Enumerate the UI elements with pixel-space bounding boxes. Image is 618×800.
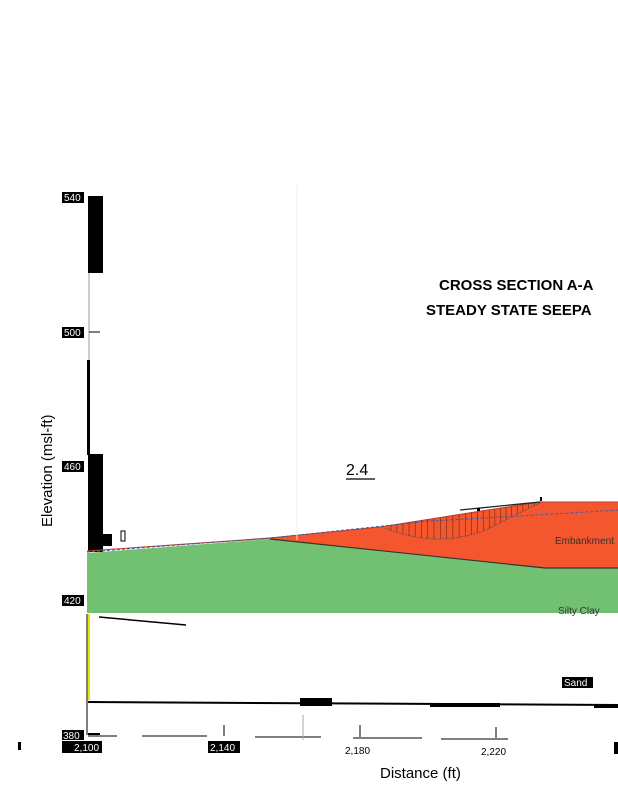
label-silty-clay: Silty Clay xyxy=(558,606,600,617)
phreatic-line xyxy=(86,509,618,553)
title-line-1: CROSS SECTION A-A xyxy=(439,277,594,294)
label-sand: Sand xyxy=(562,677,593,689)
title-line-2: STEADY STATE SEEPA xyxy=(426,302,592,319)
axis-artifact-bar xyxy=(88,196,103,273)
embankment-layer xyxy=(87,502,618,568)
svg-text:420: 420 xyxy=(64,596,81,607)
y-tick-380: 380 xyxy=(62,730,84,742)
axis-artifact-bar xyxy=(88,454,103,552)
x-axis-label: Distance (ft) xyxy=(380,765,461,782)
axis-artifact-bar xyxy=(103,534,112,546)
svg-text:Sand: Sand xyxy=(564,678,587,689)
axis-artifact-bar xyxy=(87,360,90,455)
y-tick-540: 540 xyxy=(62,192,84,204)
svg-text:460: 460 xyxy=(64,462,81,473)
x-tick-2100: 2,100 xyxy=(62,741,102,754)
x-tick-2220: 2,220 xyxy=(481,747,506,758)
svg-text:540: 540 xyxy=(64,193,81,204)
y-tick-500: 500 xyxy=(62,327,84,339)
marker-icon xyxy=(120,530,126,542)
slip-surface xyxy=(384,502,541,540)
slip-slices xyxy=(390,502,535,539)
svg-text:380: 380 xyxy=(63,731,80,742)
y-axis-label: Elevation (msl-ft) xyxy=(39,414,56,527)
x-tick-2140: 2,140 xyxy=(208,741,240,754)
sand-layer-bottom xyxy=(87,701,618,706)
x-tick-2180: 2,180 xyxy=(345,746,370,757)
silty-clay-layer xyxy=(87,539,618,613)
y-tick-420: 420 xyxy=(62,595,84,607)
factor-of-safety: 2.4 xyxy=(346,462,368,479)
svg-text:2,100: 2,100 xyxy=(74,743,99,754)
y-tick-460: 460 xyxy=(62,461,84,473)
svg-text:2,140: 2,140 xyxy=(210,743,235,754)
svg-text:500: 500 xyxy=(64,328,81,339)
layer-boundary xyxy=(269,538,618,569)
label-embankment: Embankment xyxy=(555,536,614,547)
